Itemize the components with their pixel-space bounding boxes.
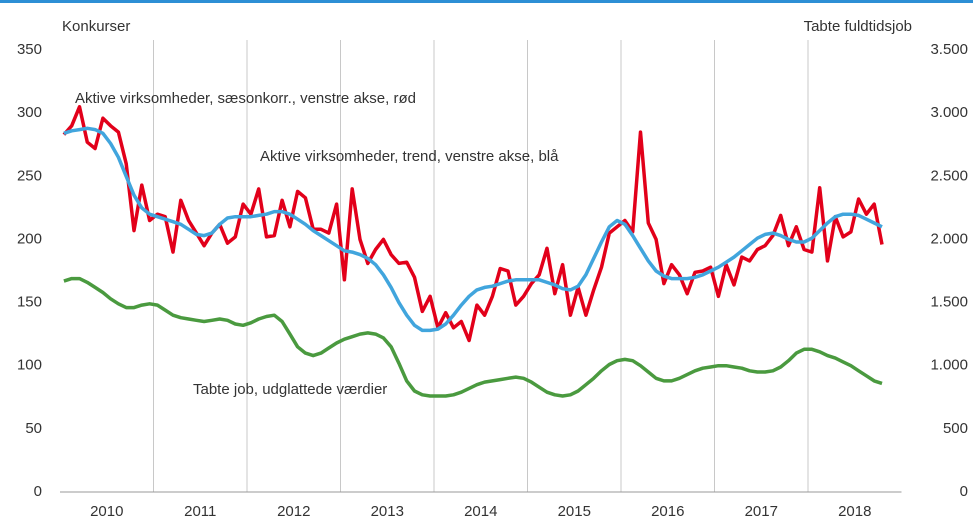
y-tick-label: 200 (17, 230, 42, 247)
y-tick-label: 350 (17, 41, 42, 58)
x-tick-label: 2018 (838, 503, 871, 520)
annotation: Aktive virksomheder, sæsonkorr., venstre… (75, 90, 416, 107)
x-tick-label: 2014 (464, 503, 497, 520)
x-tick-label: 2016 (651, 503, 684, 520)
x-tick-label: 2012 (277, 503, 310, 520)
annotation: Aktive virksomheder, trend, venstre akse… (260, 148, 559, 165)
series-line (63, 276, 883, 398)
x-tick-label: 2011 (184, 503, 216, 520)
y-axis-title: Konkurser (62, 18, 130, 35)
series-line (63, 126, 883, 333)
y2-tick-label: 0 (960, 483, 968, 500)
y-tick-label: 0 (34, 483, 42, 500)
y-tick-label: 50 (25, 420, 42, 437)
y2-tick-label: 3.000 (930, 104, 968, 121)
x-tick-label: 2010 (90, 503, 123, 520)
top-border (0, 0, 973, 3)
annotation: Tabte job, udglattede værdier (193, 381, 387, 398)
y2-tick-label: 500 (943, 420, 968, 437)
y2-tick-label: 2.500 (930, 167, 968, 184)
x-tick-label: 2013 (371, 503, 404, 520)
y-tick-label: 100 (17, 357, 42, 374)
y2-tick-label: 2.000 (930, 230, 968, 247)
y-tick-label: 250 (17, 167, 42, 184)
y-tick-label: 300 (17, 104, 42, 121)
x-tick-label: 2017 (745, 503, 778, 520)
y2-tick-label: 1.000 (930, 357, 968, 374)
series-line (62, 105, 884, 343)
y2-tick-label: 3.500 (930, 41, 968, 58)
x-tick-label: 2015 (558, 503, 591, 520)
y2-axis-title: Tabte fuldtidsjob (804, 18, 912, 35)
y2-tick-label: 1.500 (930, 294, 968, 311)
y-tick-label: 150 (17, 294, 42, 311)
